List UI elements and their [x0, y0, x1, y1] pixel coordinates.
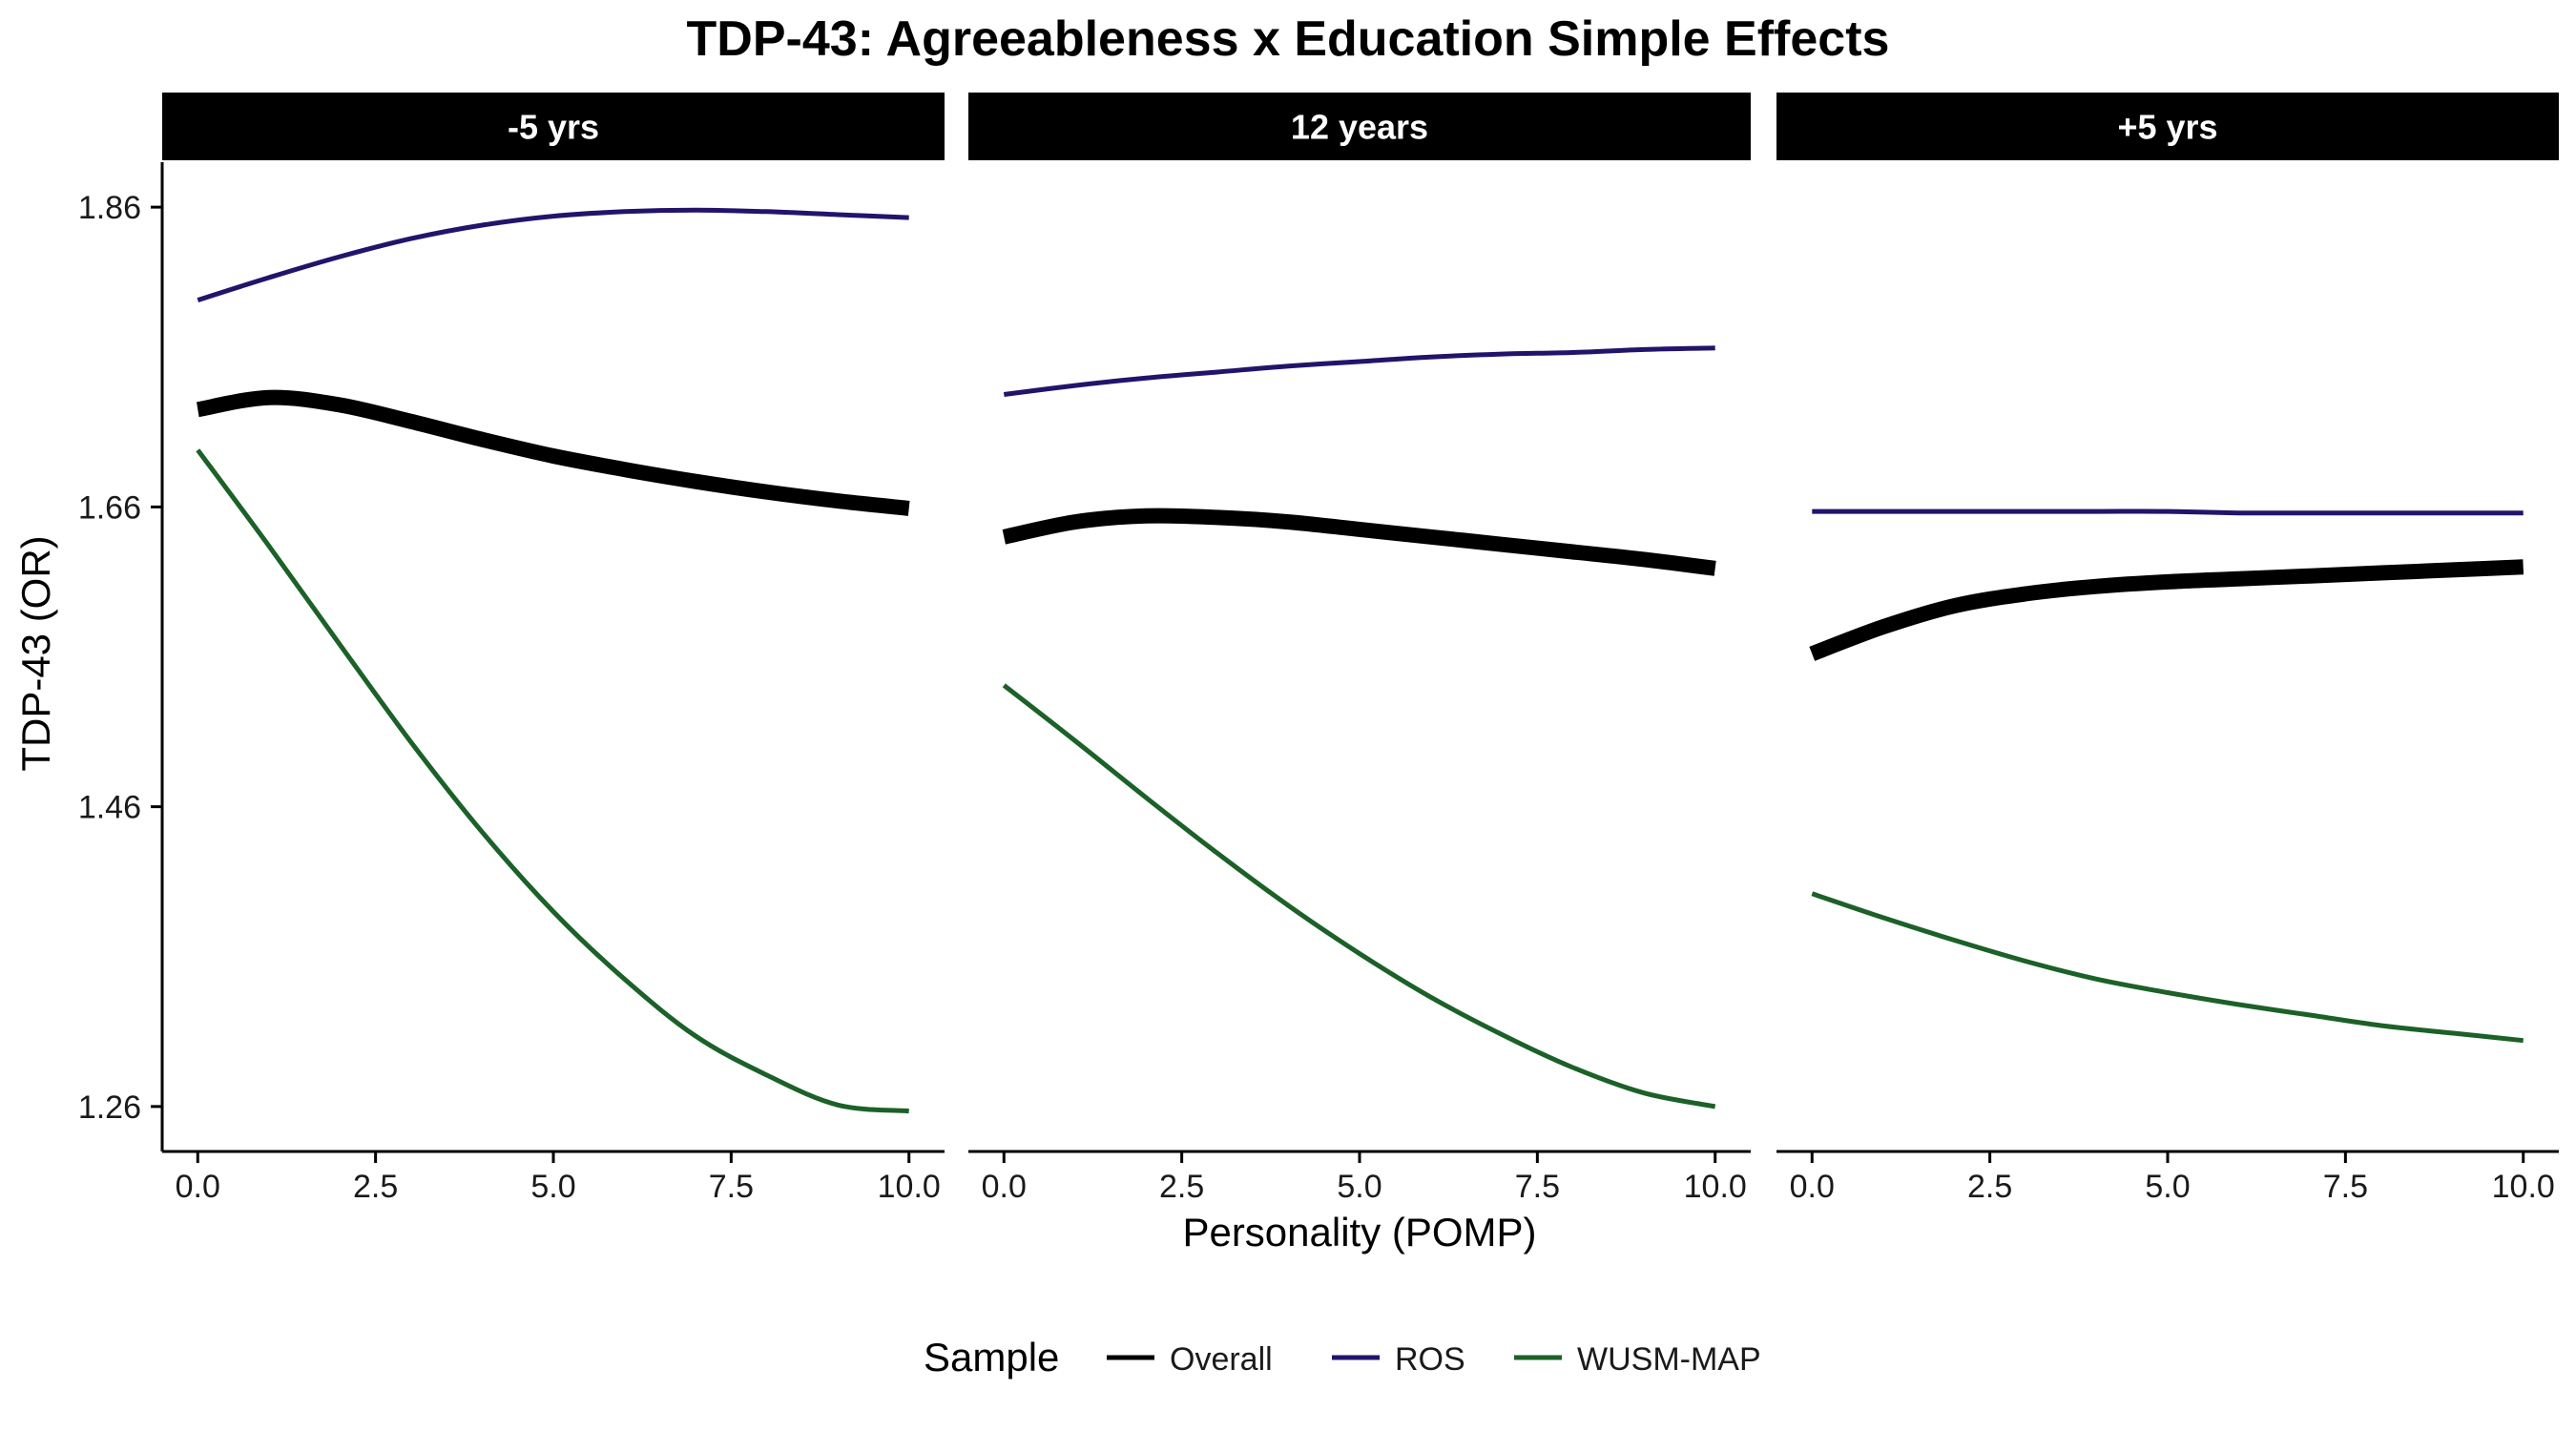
x-tick-label: 10.0 [878, 1169, 941, 1205]
x-tick-label: 5.0 [1337, 1169, 1381, 1205]
series-line-overall [1809, 559, 2524, 661]
panel-strip-label: +5 yrs [2117, 108, 2217, 147]
x-tick-label: 10.0 [2492, 1169, 2555, 1205]
panel-strip-label: 12 years [1291, 108, 1428, 147]
x-tick-label: 2.5 [353, 1169, 398, 1205]
x-tick-label: 5.0 [2145, 1169, 2190, 1205]
y-tick-label: 1.46 [78, 790, 141, 826]
x-tick-label: 7.5 [1515, 1169, 1560, 1205]
y-tick-label: 1.26 [78, 1089, 141, 1126]
series-line-ros [197, 207, 909, 302]
x-tick-label: 0.0 [176, 1169, 220, 1205]
x-tick-label: 2.5 [1159, 1169, 1204, 1205]
x-tick-label: 2.5 [1967, 1169, 2012, 1205]
y-tick-label: 1.86 [78, 190, 141, 226]
panel-strip [162, 93, 945, 160]
legend: Sample Overall ROS WUSM-MAP [924, 1335, 1761, 1379]
x-tick-label: 7.5 [2323, 1169, 2368, 1205]
x-tick-label: 0.0 [982, 1169, 1027, 1205]
y-tick-label: 1.66 [78, 489, 141, 526]
panel-strip-label: -5 yrs [508, 108, 599, 147]
x-tick-label: 5.0 [530, 1169, 575, 1205]
series-line-wusm-map [1002, 683, 1716, 1110]
panel: 12 years 0.0 2.5 5.0 7.5 10.0 [968, 93, 1751, 1205]
panel: -5 yrs 0.0 2.5 5.0 7.5 10.0 1.26 1.46 1.66 1.86 [78, 93, 945, 1205]
x-tick-label: 10.0 [1684, 1169, 1747, 1205]
panel-strip [968, 93, 1751, 160]
y-axis-label: TDP-43 (OR) [13, 535, 58, 771]
series-line-wusm-map [1811, 891, 2524, 1044]
legend-label: ROS [1395, 1341, 1465, 1378]
series-line-wusm-map [196, 448, 909, 1114]
panels: -5 yrs 0.0 2.5 5.0 7.5 10.0 1.26 1.46 1.66 1.86 12… [78, 93, 2559, 1205]
series-line-overall [1002, 508, 1716, 576]
legend-label: Overall [1170, 1341, 1273, 1378]
panel: +5 yrs 0.0 2.5 5.0 7.5 10.0 [1776, 93, 2559, 1205]
series-line-ros [1812, 508, 2524, 516]
panel-strip [1776, 93, 2559, 160]
series-line-ros [1003, 345, 1715, 397]
x-tick-label: 0.0 [1790, 1169, 1835, 1205]
legend-label: WUSM-MAP [1577, 1341, 1761, 1378]
series-line-overall [196, 389, 910, 516]
x-axis-label: Personality (POMP) [1182, 1210, 1536, 1255]
legend-title: Sample [924, 1335, 1059, 1379]
x-tick-label: 7.5 [709, 1169, 754, 1205]
chart-title: TDP-43: Agreeableness x Education Simple… [687, 11, 1890, 67]
